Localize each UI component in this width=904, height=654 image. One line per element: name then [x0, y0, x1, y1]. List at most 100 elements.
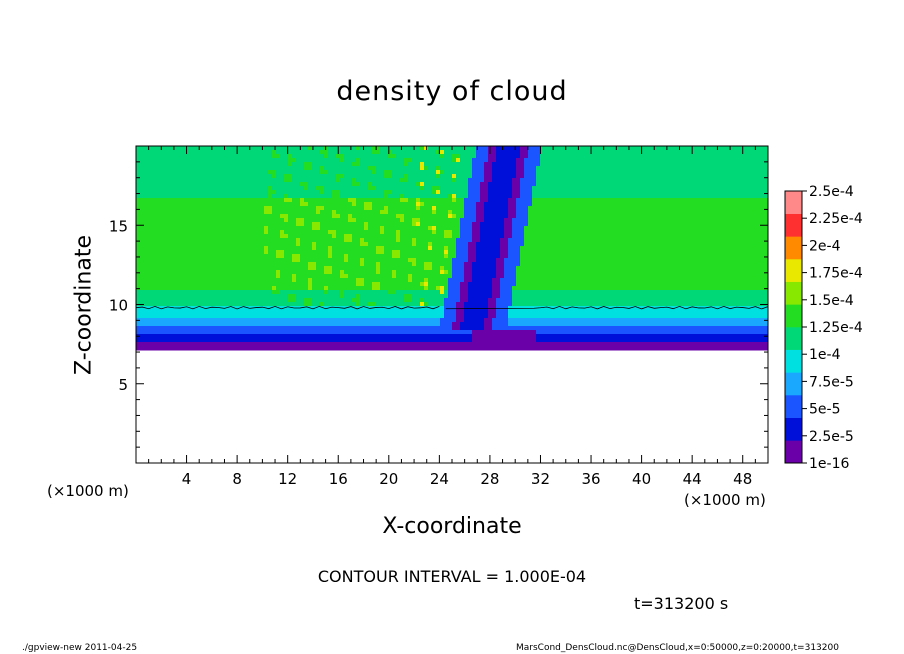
- chart-title: density of cloud: [336, 76, 568, 107]
- field-cell: [684, 202, 689, 207]
- field-cell: [592, 254, 597, 259]
- field-cell: [532, 146, 537, 151]
- field-cell: [352, 206, 357, 211]
- field-cell: [292, 158, 297, 163]
- field-cell: [552, 186, 557, 191]
- field-cell: [260, 270, 265, 275]
- field-cell: [720, 154, 725, 159]
- field-cell: [188, 186, 193, 191]
- field-cell: [364, 154, 369, 159]
- field-cell: [644, 210, 649, 215]
- field-cell: [732, 210, 737, 215]
- field-cell: [212, 262, 217, 267]
- field-cell: [180, 186, 185, 191]
- field-cell: [416, 226, 421, 231]
- field-cell: [616, 190, 621, 195]
- field-cell: [400, 234, 405, 239]
- field-cell: [452, 202, 457, 207]
- field-cell: [432, 186, 437, 191]
- field-cell: [632, 250, 637, 255]
- field-cell: [312, 146, 317, 151]
- field-cell: [168, 150, 173, 155]
- field-cell: [664, 198, 669, 203]
- field-cell: [560, 170, 565, 175]
- field-cell: [296, 214, 301, 219]
- field-cell: [296, 238, 301, 243]
- field-cell: [644, 206, 649, 211]
- field-cell: [200, 190, 205, 195]
- field-cell: [588, 194, 593, 199]
- field-cell: [364, 258, 369, 263]
- field-cell: [664, 158, 669, 163]
- field-cell: [636, 154, 641, 159]
- field-cell: [620, 210, 625, 215]
- field-cell: [456, 254, 461, 259]
- field-cell: [312, 234, 317, 239]
- field-cell: [712, 230, 717, 235]
- field-cell: [484, 190, 489, 195]
- field-cell: [616, 230, 621, 235]
- field-cell: [412, 250, 417, 255]
- field-cell: [248, 190, 253, 195]
- field-cell: [596, 174, 601, 179]
- field-cell: [292, 226, 297, 231]
- field-cell: [560, 262, 565, 267]
- field-cell: [524, 162, 529, 167]
- field-cell: [504, 146, 509, 151]
- field-cell: [428, 254, 433, 259]
- field-cell: [760, 194, 765, 199]
- field-cell: [388, 150, 393, 155]
- field-cell: [156, 158, 161, 163]
- field-cell: [564, 178, 569, 183]
- field-cell: [560, 162, 565, 167]
- field-cell: [732, 174, 737, 179]
- field-cell: [420, 266, 425, 271]
- field-cell: [448, 210, 453, 215]
- field-cell: [488, 162, 493, 167]
- field-cell: [396, 182, 401, 187]
- field-cell: [428, 146, 433, 151]
- field-cell: [672, 222, 677, 227]
- field-cell: [520, 266, 525, 271]
- field-cell: [568, 266, 573, 271]
- field-cell: [764, 158, 768, 163]
- field-cell: [228, 146, 233, 151]
- field-cell: [720, 174, 725, 179]
- field-cell: [564, 194, 569, 199]
- field-cell: [540, 154, 545, 159]
- field-cell: [328, 230, 333, 235]
- field-cell: [148, 254, 153, 259]
- field-cell: [156, 174, 161, 179]
- field-cell: [728, 166, 733, 171]
- field-cell: [668, 194, 673, 199]
- field-cell: [140, 222, 145, 227]
- field-cell: [200, 242, 205, 247]
- field-cell: [696, 266, 701, 271]
- field-cell: [268, 246, 273, 251]
- field-cell: [356, 186, 361, 191]
- field-cell: [224, 198, 229, 203]
- field-cell: [716, 166, 721, 171]
- field-cell: [740, 222, 745, 227]
- field-cell: [452, 258, 457, 263]
- field-cell: [428, 182, 433, 187]
- field-cell: [304, 210, 309, 215]
- field-cell: [668, 206, 673, 211]
- field-cell: [356, 254, 361, 259]
- field-cell: [452, 262, 457, 267]
- field-cell: [732, 234, 737, 239]
- field-cell: [384, 270, 389, 275]
- field-cell: [536, 166, 541, 171]
- field-cell: [508, 182, 513, 187]
- field-cell: [352, 230, 357, 235]
- field-cell: [320, 262, 325, 267]
- field-cell: [504, 266, 509, 271]
- field-cell: [332, 234, 337, 239]
- field-cell: [532, 162, 537, 167]
- field-cell: [288, 178, 293, 183]
- field-cell: [672, 186, 677, 191]
- field-cell: [236, 218, 241, 223]
- field-cell: [604, 202, 609, 207]
- field-cell: [256, 266, 261, 271]
- field-cell: [732, 182, 737, 187]
